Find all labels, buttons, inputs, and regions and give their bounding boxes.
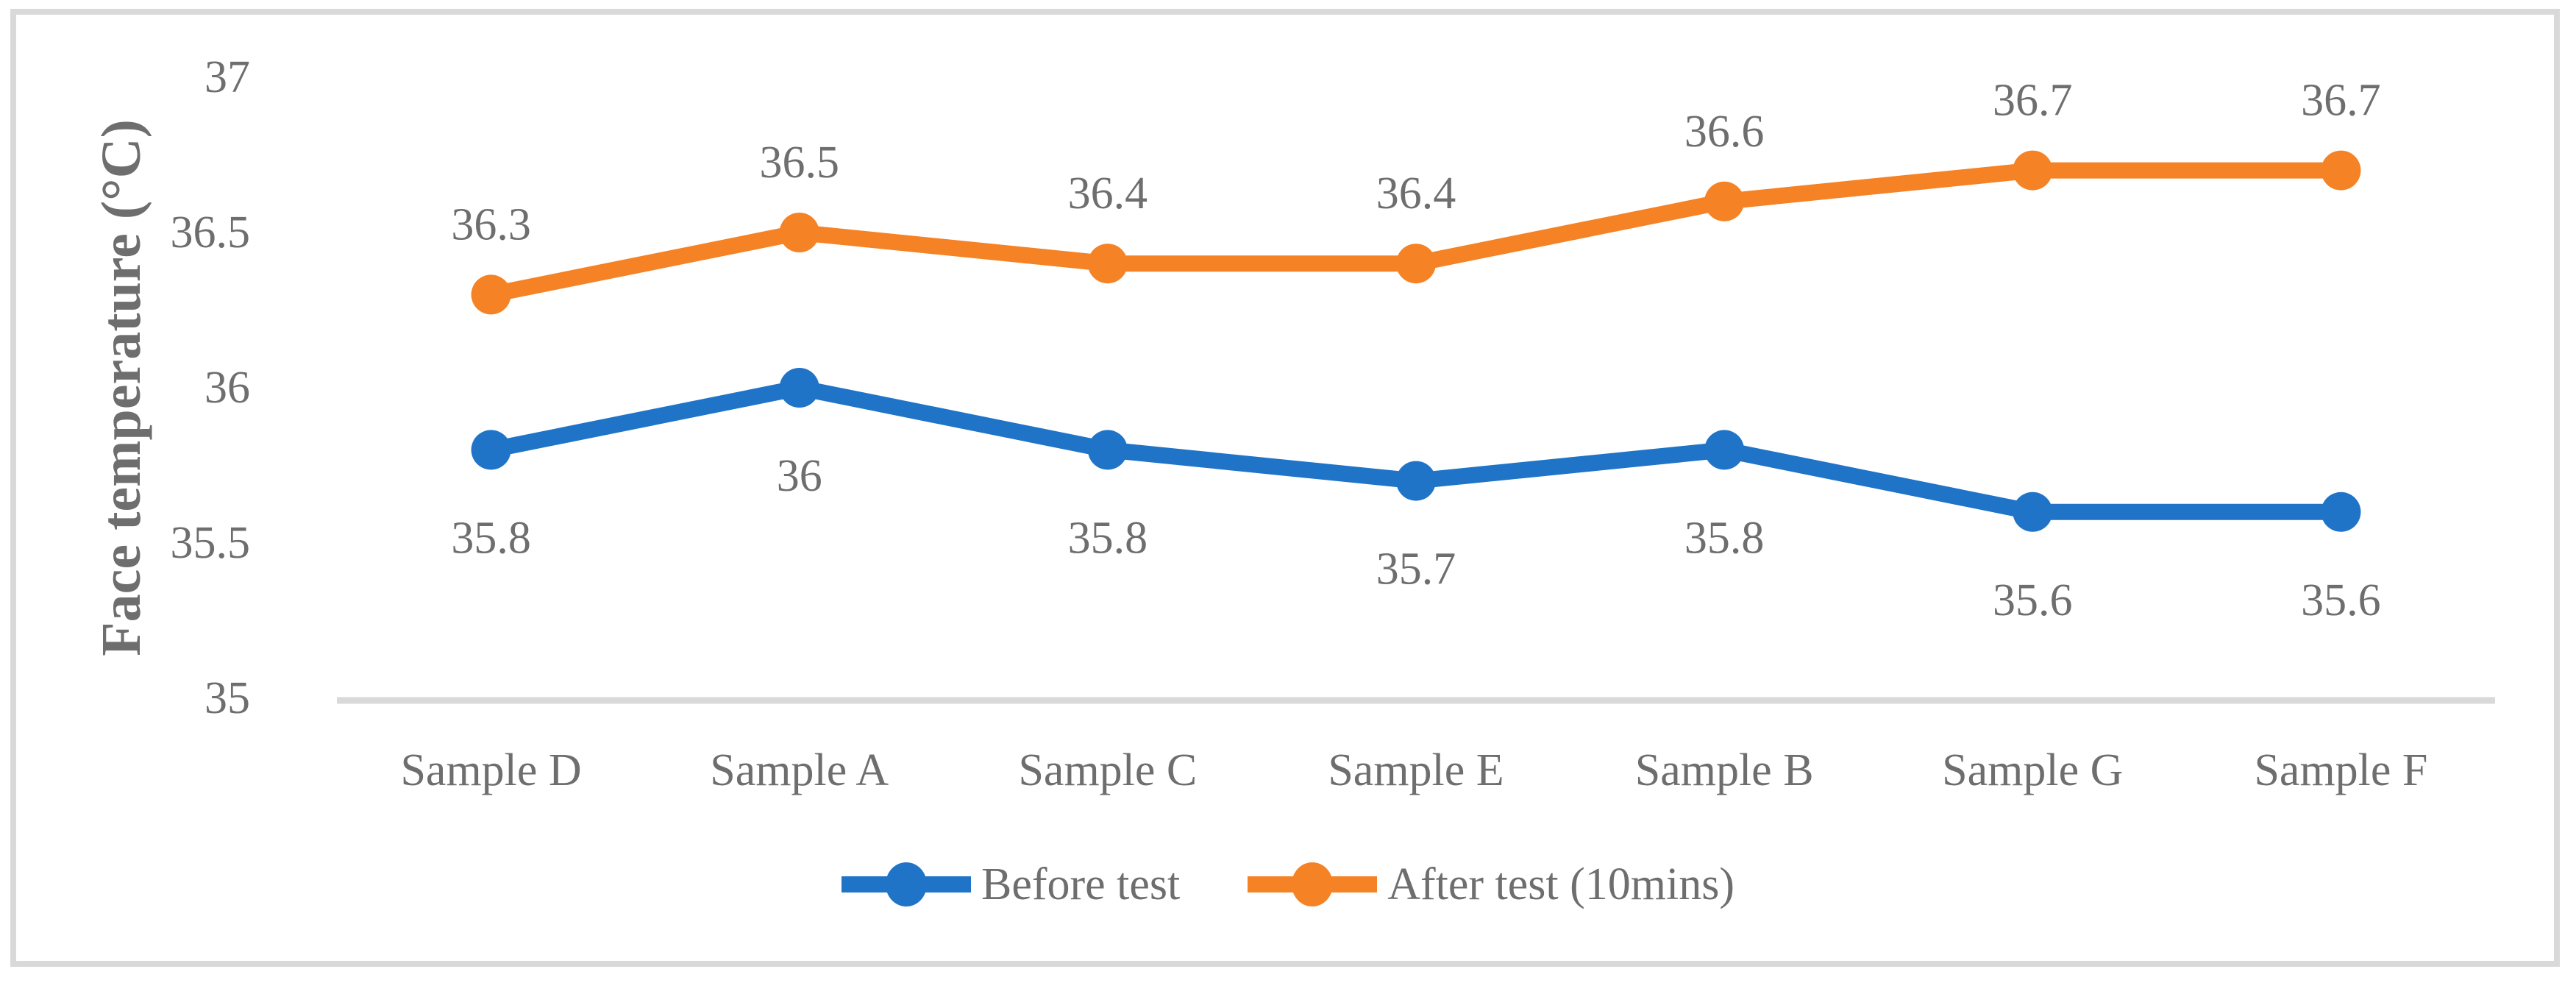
data-point-marker xyxy=(471,274,511,315)
data-point-label: 36.5 xyxy=(759,138,839,188)
data-point-marker xyxy=(1396,461,1436,501)
data-point-label: 35.7 xyxy=(1376,544,1456,595)
x-axis-category-label: Sample B xyxy=(1635,745,1814,795)
chart-legend: Before test After test (10mins) xyxy=(0,852,2576,917)
data-point-marker xyxy=(1087,244,1128,284)
data-point-label: 36.3 xyxy=(451,199,531,249)
y-axis-tick-label: 36.5 xyxy=(171,207,251,258)
data-point-marker xyxy=(1396,244,1436,284)
data-point-marker xyxy=(2321,150,2361,191)
data-point-marker xyxy=(1704,430,1745,470)
y-axis-tick-label: 35 xyxy=(204,673,250,723)
legend-item-after-test: After test (10mins) xyxy=(1248,862,1734,907)
y-axis-tick-label: 35.5 xyxy=(171,518,251,568)
legend-circle-icon xyxy=(1292,862,1334,906)
legend-marker-before-test xyxy=(841,862,971,906)
data-label-layer: 35.8 36 35.8 35.7 35.8 35.6 35.6 36.3 36.5 36.4 36… xyxy=(451,76,2380,625)
data-point-marker xyxy=(1704,181,1745,221)
x-axis-category-label: Sample E xyxy=(1328,745,1504,795)
x-axis-category-label: Sample D xyxy=(400,745,581,795)
legend-item-before-test: Before test xyxy=(841,859,1181,909)
legend-circle-icon xyxy=(885,862,927,906)
data-point-marker xyxy=(2013,150,2053,191)
data-point-label: 35.8 xyxy=(451,513,531,563)
data-point-label: 36.7 xyxy=(2301,76,2381,126)
series-layer xyxy=(471,150,2361,532)
data-point-label: 36.4 xyxy=(1068,168,1148,219)
y-axis-tick-label: 37 xyxy=(204,52,250,102)
x-axis-category-label: Sample F xyxy=(2254,745,2427,795)
data-point-marker xyxy=(779,213,819,252)
x-axis-category-label: Sample G xyxy=(1942,745,2123,795)
data-point-marker xyxy=(1087,430,1128,470)
x-axis-category-label: Sample C xyxy=(1018,745,1197,795)
data-point-label: 36.6 xyxy=(1684,107,1765,157)
data-point-label: 35.8 xyxy=(1068,513,1148,563)
axis-layer: 35 35.5 36 36.5 37 Sample D Sample A Sample C Sa… xyxy=(171,52,2495,795)
data-point-label: 35.6 xyxy=(2301,575,2381,625)
data-point-marker xyxy=(471,430,511,470)
data-point-label: 36.4 xyxy=(1376,168,1456,219)
data-point-label: 36 xyxy=(777,451,822,501)
data-point-marker xyxy=(779,368,819,408)
data-point-label: 35.6 xyxy=(1993,575,2073,625)
data-point-marker xyxy=(2321,492,2361,532)
legend-label: Before test xyxy=(981,859,1181,909)
y-axis-title: Face temperature (°C) xyxy=(90,119,152,656)
data-point-marker xyxy=(2013,492,2053,532)
data-point-label: 35.8 xyxy=(1684,513,1765,563)
data-point-label: 36.7 xyxy=(1993,76,2073,126)
legend-marker-after-test xyxy=(1248,862,1378,906)
x-axis-category-label: Sample A xyxy=(710,745,889,795)
legend-label: After test (10mins) xyxy=(1387,859,1735,909)
y-axis-tick-label: 36 xyxy=(204,363,250,413)
